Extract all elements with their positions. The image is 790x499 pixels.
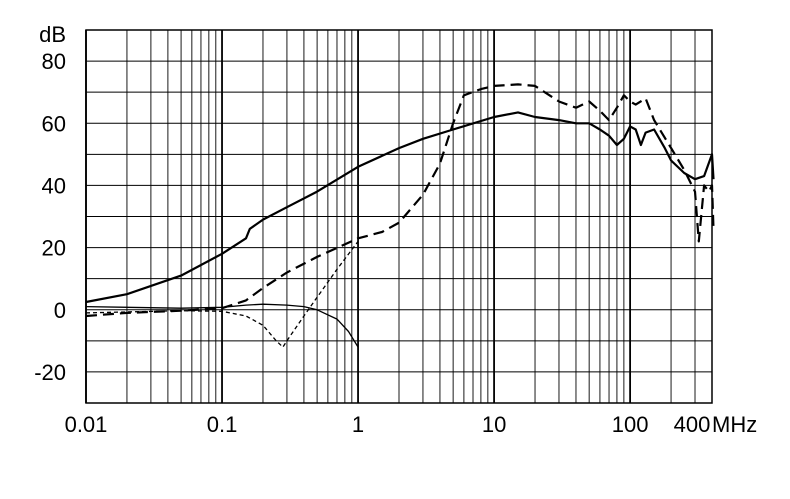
y-tick-label: 80 xyxy=(42,49,66,74)
x-tick-label: 1 xyxy=(352,412,364,437)
series-group xyxy=(85,83,715,348)
x-tick-label: 10 xyxy=(482,412,506,437)
y-tick-label: 40 xyxy=(42,173,66,198)
x-tick-label: 100 xyxy=(612,412,649,437)
y-tick-label: 0 xyxy=(54,298,66,323)
y-axis-unit: dB xyxy=(39,22,66,47)
x-axis-unit: MHz xyxy=(712,412,757,437)
y-tick-label: 20 xyxy=(42,236,66,261)
series-line-4 xyxy=(85,303,359,348)
grid xyxy=(85,29,713,404)
y-tick-label: 60 xyxy=(42,111,66,136)
x-tick-labels: 0.01 0.1 1 10 100 400 xyxy=(65,412,711,437)
x-tick-label: 0.1 xyxy=(207,412,238,437)
series-line-2 xyxy=(85,83,715,318)
series-line-3 xyxy=(85,241,359,348)
x-tick-label: 0.01 xyxy=(65,412,108,437)
x-tick-label: 400 xyxy=(674,412,711,437)
y-tick-labels: 80 60 40 20 0 -20 xyxy=(34,49,66,385)
y-tick-label: -20 xyxy=(34,360,66,385)
series-line-1 xyxy=(85,111,715,304)
